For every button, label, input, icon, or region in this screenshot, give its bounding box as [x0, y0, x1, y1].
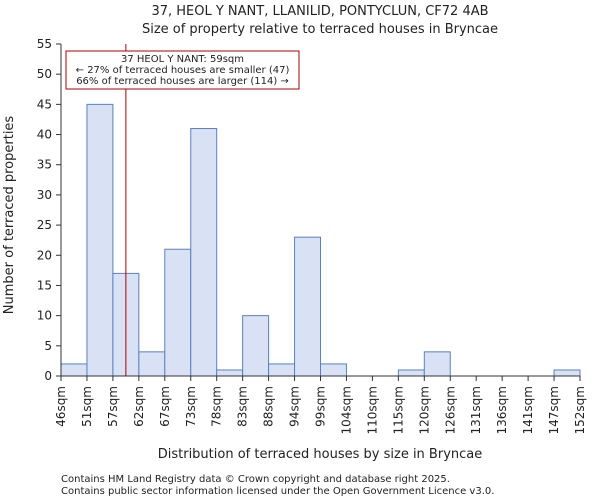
- x-tick-label: 51sqm: [80, 386, 94, 427]
- footer-line-1: Contains HM Land Registry data © Crown c…: [61, 474, 450, 485]
- x-tick-label: 152sqm: [573, 386, 587, 434]
- y-tick-label: 30: [37, 188, 52, 202]
- histogram-bar: [294, 236, 321, 377]
- x-tick-label: 141sqm: [521, 386, 535, 434]
- x-tick-label: 120sqm: [417, 386, 431, 434]
- x-tick-label: 147sqm: [547, 386, 561, 434]
- annotation-line-2: ← 27% of terraced houses are smaller (47…: [76, 65, 290, 76]
- histogram-bar: [320, 363, 347, 377]
- chart-subtitle: Size of property relative to terraced ho…: [142, 22, 498, 37]
- histogram-bar: [423, 351, 451, 377]
- footer-line-2: Contains public sector information licen…: [61, 486, 494, 497]
- histogram-bar: [397, 369, 425, 377]
- histogram-bar: [216, 369, 244, 377]
- x-tick-label: 88sqm: [262, 386, 276, 427]
- x-tick-label: 57sqm: [106, 386, 120, 427]
- x-tick-label: 94sqm: [288, 386, 302, 427]
- annotation-box: [65, 50, 300, 90]
- x-axis-label: Distribution of terraced houses by size …: [158, 447, 483, 462]
- histogram-bar: [164, 248, 192, 377]
- x-tick-label: 73sqm: [184, 386, 198, 427]
- x-tick-label: 99sqm: [314, 386, 328, 427]
- y-tick-label: 20: [37, 248, 52, 262]
- y-tick-label: 5: [44, 339, 52, 353]
- y-tick-label: 40: [37, 128, 52, 142]
- y-tick-label: 0: [44, 369, 52, 383]
- plot-area: 0 5 10 15 20 25 30 35 40 45 50 55 46sqm 51sqm 57sqm 62s…: [37, 37, 587, 434]
- chart-title: 37, HEOL Y NANT, LLANILID, PONTYCLUN, CF…: [151, 4, 488, 19]
- histogram-bar: [553, 369, 581, 377]
- histogram-bar: [268, 363, 296, 377]
- y-tick-label: 45: [37, 97, 52, 111]
- annotation-line-1: 37 HEOL Y NANT: 59sqm: [121, 54, 244, 65]
- x-tick-label: 126sqm: [443, 386, 457, 434]
- y-tick-label: 55: [37, 37, 52, 51]
- x-tick-label: 83sqm: [236, 386, 250, 427]
- x-tick-label: 67sqm: [158, 386, 172, 427]
- histogram-bar: [242, 315, 270, 377]
- y-tick-label: 10: [37, 309, 52, 323]
- x-tick-label: 104sqm: [339, 386, 353, 434]
- y-axis-label: Number of terraced properties: [2, 116, 17, 315]
- histogram-bar: [138, 351, 166, 377]
- x-tick-label: 110sqm: [365, 386, 379, 434]
- x-tick-label: 115sqm: [391, 386, 405, 434]
- x-tick-label: 62sqm: [132, 386, 146, 427]
- y-tick-label: 25: [37, 218, 52, 232]
- histogram-bar: [86, 103, 114, 377]
- y-tick-label: 50: [37, 67, 52, 81]
- histogram-bar: [190, 128, 218, 377]
- x-tick-label: 131sqm: [469, 386, 483, 434]
- x-tick-label: 46sqm: [54, 386, 68, 427]
- x-tick-label: 136sqm: [495, 386, 509, 434]
- y-tick-label: 15: [37, 278, 52, 292]
- y-tick-label: 35: [37, 158, 52, 172]
- annotation-line-3: 66% of terraced houses are larger (114) …: [76, 76, 289, 87]
- histogram-bar: [60, 363, 88, 377]
- x-tick-label: 78sqm: [210, 386, 224, 427]
